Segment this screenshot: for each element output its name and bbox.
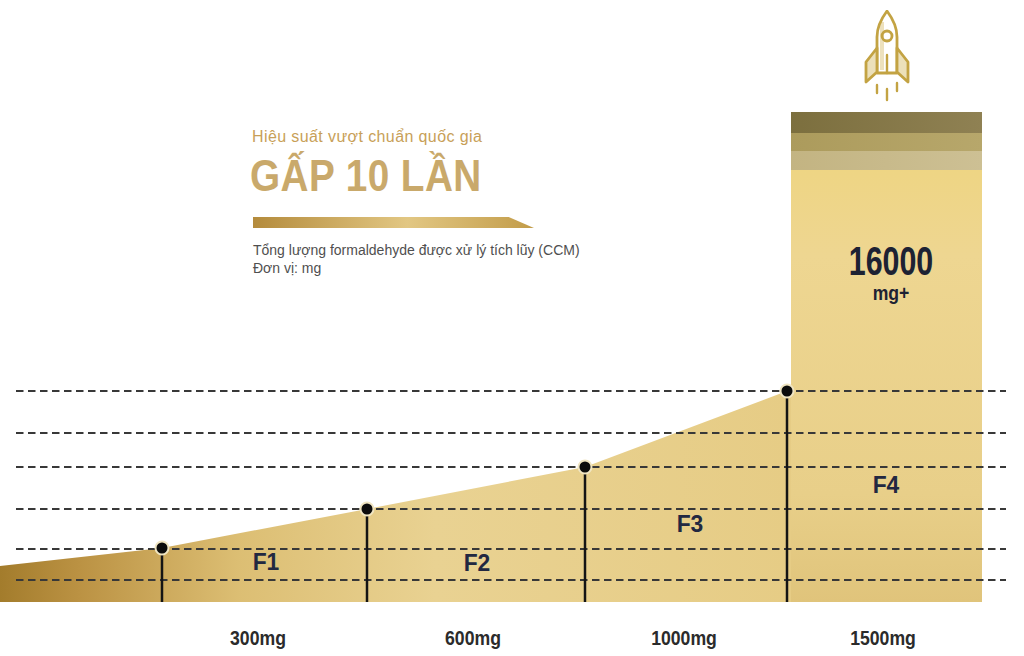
x-tick-600mg: 600mg bbox=[445, 626, 501, 650]
rocket-icon bbox=[862, 10, 912, 102]
gold-arrow-divider bbox=[253, 217, 534, 228]
bar-band-light bbox=[791, 151, 982, 170]
chart-subtitle: Hiệu suất vượt chuẩn quốc gia bbox=[252, 128, 482, 146]
bar-16000 bbox=[791, 170, 982, 602]
axis-note-line2: Đơn vị: mg bbox=[253, 260, 321, 276]
chart-title: GẤP 10 LẦN bbox=[250, 151, 482, 201]
x-tick-1500mg: 1500mg bbox=[850, 626, 916, 650]
segment-label-f3: F3 bbox=[677, 510, 704, 538]
bar-value-unit: mg+ bbox=[873, 282, 910, 305]
axis-note-line1: Tổng lượng formaldehyde được xử lý tích … bbox=[253, 242, 580, 258]
segment-label-f4: F4 bbox=[873, 471, 900, 499]
x-tick-1000mg: 1000mg bbox=[651, 626, 717, 650]
area-wedge bbox=[0, 391, 791, 602]
x-tick-300mg: 300mg bbox=[230, 626, 286, 650]
bar-band-mid bbox=[791, 133, 982, 151]
bar-value-label: 16000 bbox=[849, 239, 934, 284]
bar-band-top bbox=[791, 112, 982, 133]
segment-label-f2: F2 bbox=[464, 549, 491, 577]
infographic: Hiệu suất vượt chuẩn quốc gia GẤP 10 LẦN… bbox=[0, 0, 1024, 656]
segment-label-f1: F1 bbox=[253, 548, 280, 576]
